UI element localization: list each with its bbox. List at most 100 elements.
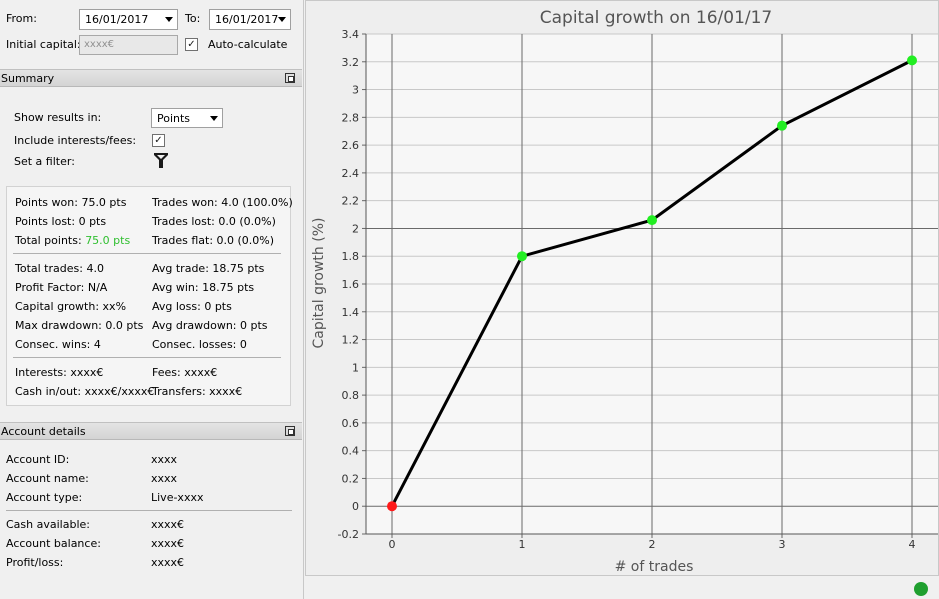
account-name-value: xxxx (151, 472, 178, 485)
undock-icon[interactable] (285, 426, 295, 436)
x-tick-label: 0 (389, 538, 396, 551)
consec-losses: Consec. losses: 0 (152, 338, 247, 351)
cash-available-value: xxxx€ (151, 518, 185, 531)
include-interests-checkbox[interactable]: ✓ (152, 134, 165, 147)
y-tick-label: 1.6 (342, 278, 360, 291)
status-bar (305, 577, 939, 599)
interests: Interests: xxxx€ (15, 366, 104, 379)
show-results-combo[interactable]: Points (151, 108, 223, 128)
from-label: From: (6, 12, 37, 25)
to-date-value: 16/01/2017 (215, 13, 279, 26)
data-point (647, 215, 657, 226)
max-drawdown: Max drawdown: 0.0 pts (15, 319, 144, 332)
chevron-down-icon (210, 116, 218, 121)
y-tick-label: 2 (352, 222, 359, 235)
from-date-combo[interactable]: 16/01/2017 (79, 9, 178, 30)
y-tick-label: 3.4 (342, 28, 360, 41)
summary-stats-box: Points won: 75.0 pts Trades won: 4.0 (10… (6, 186, 293, 406)
profit-factor: Profit Factor: N/A (15, 281, 108, 294)
y-tick-label: 0.2 (342, 472, 360, 485)
y-tick-label: 0.4 (342, 445, 360, 458)
y-tick-label: 1.8 (342, 250, 360, 263)
fees: Fees: xxxx€ (152, 366, 218, 379)
chart-title: Capital growth on 16/01/17 (540, 8, 773, 28)
connection-status-icon (914, 582, 928, 596)
points-won: Points won: 75.0 pts (15, 196, 127, 209)
show-results-value: Points (157, 112, 191, 125)
cash-in-out: Cash in/out: xxxx€/xxxx€ (15, 385, 155, 398)
total-points-label: Total points: (15, 234, 82, 247)
y-tick-label: 0.6 (342, 417, 360, 430)
data-point (387, 501, 397, 512)
auto-calculate-checkbox[interactable]: ✓ (185, 38, 198, 51)
y-tick-label: 1.2 (342, 334, 360, 347)
x-tick-label: 2 (649, 538, 656, 551)
y-tick-label: 2.8 (342, 111, 360, 124)
chevron-down-icon (165, 17, 173, 22)
trades-lost: Trades lost: 0.0 (0.0%) (152, 215, 276, 228)
chart-panel: Capital growth on 16/01/17 # of trades C… (305, 0, 939, 576)
account-type-value: Live-xxxx (151, 491, 204, 504)
y-tick-label: 1.4 (342, 306, 360, 319)
account-divider (6, 510, 292, 511)
undock-icon[interactable] (285, 73, 295, 83)
trades-flat: Trades flat: 0.0 (0.0%) (152, 234, 275, 247)
x-axis-label: # of trades (615, 559, 694, 575)
account-details-title: Account details (1, 425, 86, 438)
capital-growth: Capital growth: xx% (15, 300, 127, 313)
points-lost: Points lost: 0 pts (15, 215, 107, 228)
y-tick-label: 0 (352, 500, 359, 513)
account-name-label: Account name: (6, 472, 89, 485)
account-id-label: Account ID: (6, 453, 70, 466)
consec-wins: Consec. wins: 4 (15, 338, 101, 351)
stats-divider (13, 357, 281, 358)
auto-calculate-label: Auto-calculate (208, 38, 288, 51)
profit-loss-value: xxxx€ (151, 556, 185, 569)
total-points: Total points: 75.0 pts (15, 234, 130, 247)
data-point (907, 55, 917, 66)
summary-title: Summary (1, 72, 55, 85)
to-label: To: (185, 12, 201, 25)
y-tick-label: 3 (352, 84, 359, 97)
y-tick-label: 0.8 (342, 389, 360, 402)
trades-won: Trades won: 4.0 (100.0%) (152, 196, 293, 209)
data-point (777, 120, 787, 131)
chevron-down-icon (278, 17, 286, 22)
stats-divider (13, 253, 281, 254)
total-points-value: 75.0 pts (85, 234, 131, 247)
from-date-value: 16/01/2017 (85, 13, 149, 26)
avg-loss: Avg loss: 0 pts (152, 300, 232, 313)
avg-win: Avg win: 18.75 pts (152, 281, 255, 294)
initial-capital-field[interactable]: xxxx€ (79, 35, 178, 55)
y-tick-label: 2.2 (342, 195, 360, 208)
account-balance-value: xxxx€ (151, 537, 185, 550)
x-tick-label: 1 (519, 538, 526, 551)
y-tick-label: 1 (352, 361, 359, 374)
avg-drawdown: Avg drawdown: 0 pts (152, 319, 268, 332)
y-tick-label: 2.6 (342, 139, 360, 152)
filter-label: Set a filter: (14, 155, 75, 168)
transfers: Transfers: xxxx€ (152, 385, 243, 398)
data-point (517, 251, 527, 262)
y-tick-label: 2.4 (342, 167, 360, 180)
summary-header: Summary (0, 69, 302, 87)
profit-loss-label: Profit/loss: (6, 556, 64, 569)
funnel-icon[interactable] (153, 152, 169, 170)
capital-growth-chart[interactable]: Capital growth on 16/01/17 # of trades C… (306, 1, 938, 575)
cash-available-label: Cash available: (6, 518, 90, 531)
initial-capital-label: Initial capital: (6, 38, 81, 51)
account-balance-label: Account balance: (6, 537, 101, 550)
avg-trade: Avg trade: 18.75 pts (152, 262, 265, 275)
left-panel: From: 16/01/2017 To: 16/01/2017 Initial … (0, 0, 304, 599)
y-tick-label: 3.2 (342, 56, 360, 69)
show-results-label: Show results in: (14, 111, 102, 124)
account-details-header: Account details (0, 422, 302, 440)
include-interests-label: Include interests/fees: (14, 134, 137, 147)
y-axis-label: Capital growth (%) (311, 218, 327, 349)
x-tick-label: 4 (909, 538, 916, 551)
to-date-combo[interactable]: 16/01/2017 (209, 9, 291, 30)
account-type-label: Account type: (6, 491, 83, 504)
total-trades: Total trades: 4.0 (15, 262, 104, 275)
y-tick-label: -0.2 (338, 528, 359, 541)
account-id-value: xxxx (151, 453, 178, 466)
